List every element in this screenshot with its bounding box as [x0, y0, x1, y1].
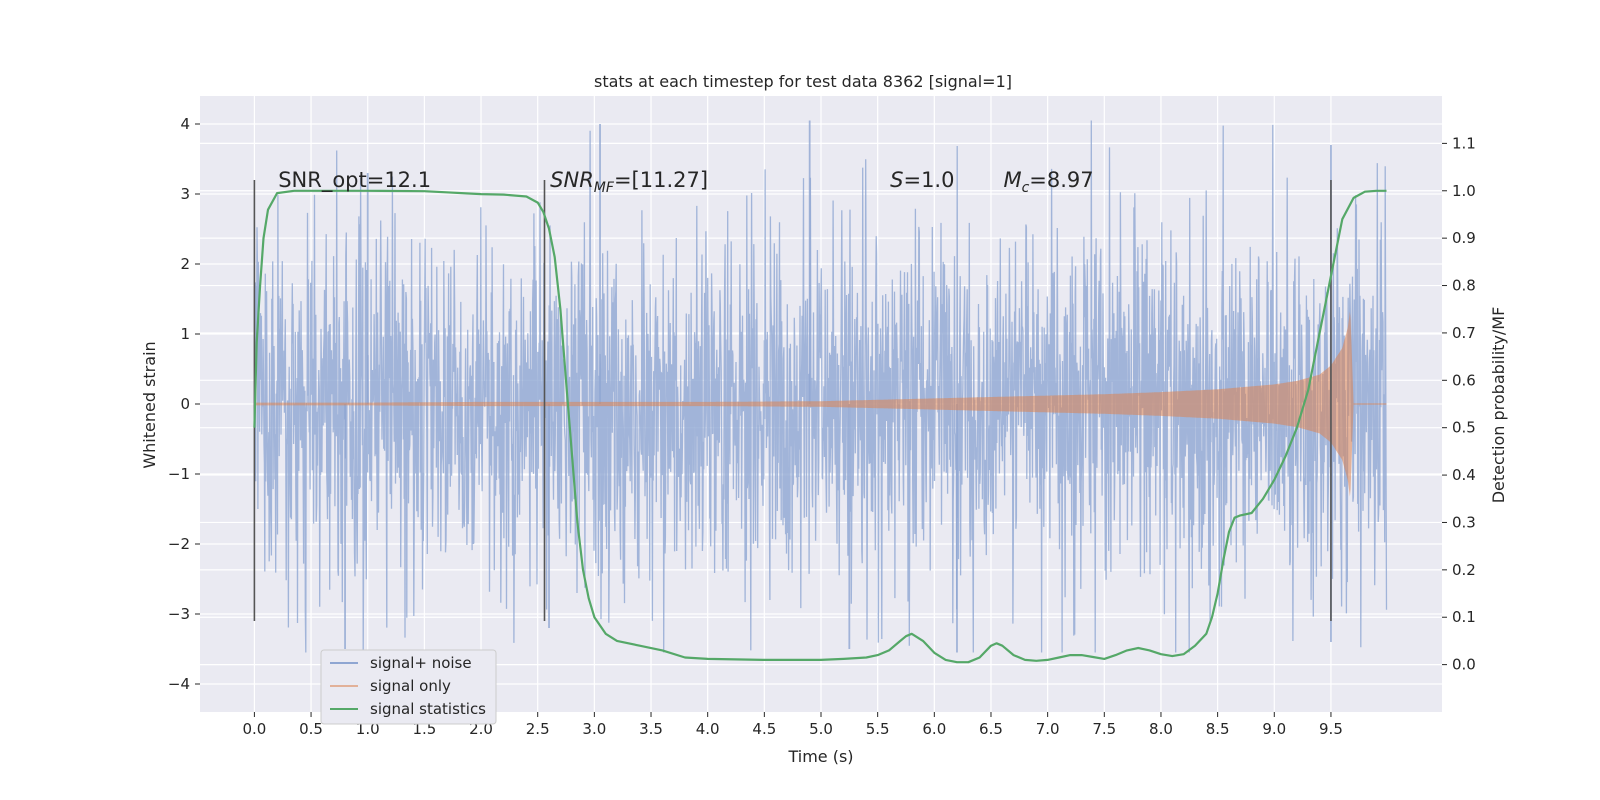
y-tick-label: 0	[180, 395, 190, 413]
x-axis-label: Time (s)	[787, 747, 853, 766]
x-tick-label: 7.0	[1036, 720, 1060, 738]
y2-tick-label: 0.5	[1452, 419, 1476, 437]
y2-tick-label: 0.4	[1452, 466, 1476, 484]
y2-tick-label: 0.8	[1452, 277, 1476, 295]
x-tick-label: 0.0	[242, 720, 266, 738]
y2-tick-label: 0.3	[1452, 513, 1476, 531]
y-tick-labels: 4 3 2 1 0 −1 −2 −3 −4	[168, 115, 200, 693]
x-tick-label: 2.5	[526, 720, 550, 738]
chart-title: stats at each timestep for test data 836…	[594, 72, 1012, 91]
annotation-text: SNR_opt=12.1	[278, 168, 431, 193]
y2-tick-labels: 1.1 1.0 0.9 0.8 0.7 0.6 0.5 0.4 0.3 0.2 0.1 0.0	[1442, 134, 1476, 674]
series-signal-statistics	[253, 189, 1387, 664]
series-signal-only	[254, 311, 1387, 497]
y2-tick-label: 1.0	[1452, 182, 1476, 200]
y2-tick-label: 0.7	[1452, 324, 1476, 342]
x-tick-label: 9.5	[1319, 720, 1343, 738]
x-tick-label: 3.5	[639, 720, 663, 738]
x-tick-labels: 0.0 0.5 1.0 1.5 2.0 2.5 3.0 3.5 4.0 4.5 5.0 5.5 6.0 6…	[242, 712, 1343, 738]
y-tick-label: −2	[168, 535, 190, 553]
annotation-text: S=1.0	[890, 168, 954, 192]
y2-tick-label: 0.6	[1452, 371, 1476, 389]
y-tick-label: −1	[168, 465, 190, 483]
x-tick-label: 8.5	[1206, 720, 1230, 738]
annotations: SNR_opt=12.1 SNRMF=[11.27] S=1.0 Mc=8.97	[278, 168, 1093, 196]
y-axis-label: Whitened strain	[140, 341, 159, 468]
x-tick-label: 6.0	[922, 720, 946, 738]
y-tick-label: 2	[180, 255, 190, 273]
legend-box	[320, 649, 497, 725]
annotation-text: SNRMF=[11.27]	[550, 168, 708, 196]
x-tick-label: 9.0	[1262, 720, 1286, 738]
y2-tick-label: 0.0	[1452, 656, 1476, 674]
y2-axis-label: Detection probability/MF	[1489, 307, 1508, 504]
y2-tick-label: 0.9	[1452, 229, 1476, 247]
y2-tick-label: 0.1	[1452, 608, 1476, 626]
legend-label-noise: signal+ noise	[370, 654, 472, 672]
y-tick-label: 3	[180, 185, 190, 203]
annotation-text: Mc=8.97	[1003, 168, 1093, 196]
legend-label-signal: signal only	[370, 677, 451, 695]
x-tick-label: 6.5	[979, 720, 1003, 738]
x-tick-label: 4.0	[696, 720, 720, 738]
y-tick-label: −3	[168, 605, 190, 623]
y-tick-label: −4	[168, 675, 190, 693]
noise-trace	[253, 120, 1388, 653]
stats-curve	[253, 189, 1387, 664]
x-tick-label: 4.5	[752, 720, 776, 738]
y-tick-label: 4	[180, 115, 190, 133]
x-tick-label: 3.0	[582, 720, 606, 738]
signal-envelope	[254, 311, 1354, 497]
y-tick-label: 1	[180, 325, 190, 343]
x-tick-label: 5.0	[809, 720, 833, 738]
y2-tick-label: 1.1	[1452, 134, 1476, 152]
legend-label-stats: signal statistics	[370, 700, 486, 718]
x-tick-label: 7.5	[1092, 720, 1116, 738]
y2-tick-label: 0.2	[1452, 561, 1476, 579]
legend: signal+ noise signal only signal statist…	[320, 649, 497, 725]
x-tick-label: 8.0	[1149, 720, 1173, 738]
x-tick-label: 0.5	[299, 720, 323, 738]
x-tick-label: 5.5	[866, 720, 890, 738]
